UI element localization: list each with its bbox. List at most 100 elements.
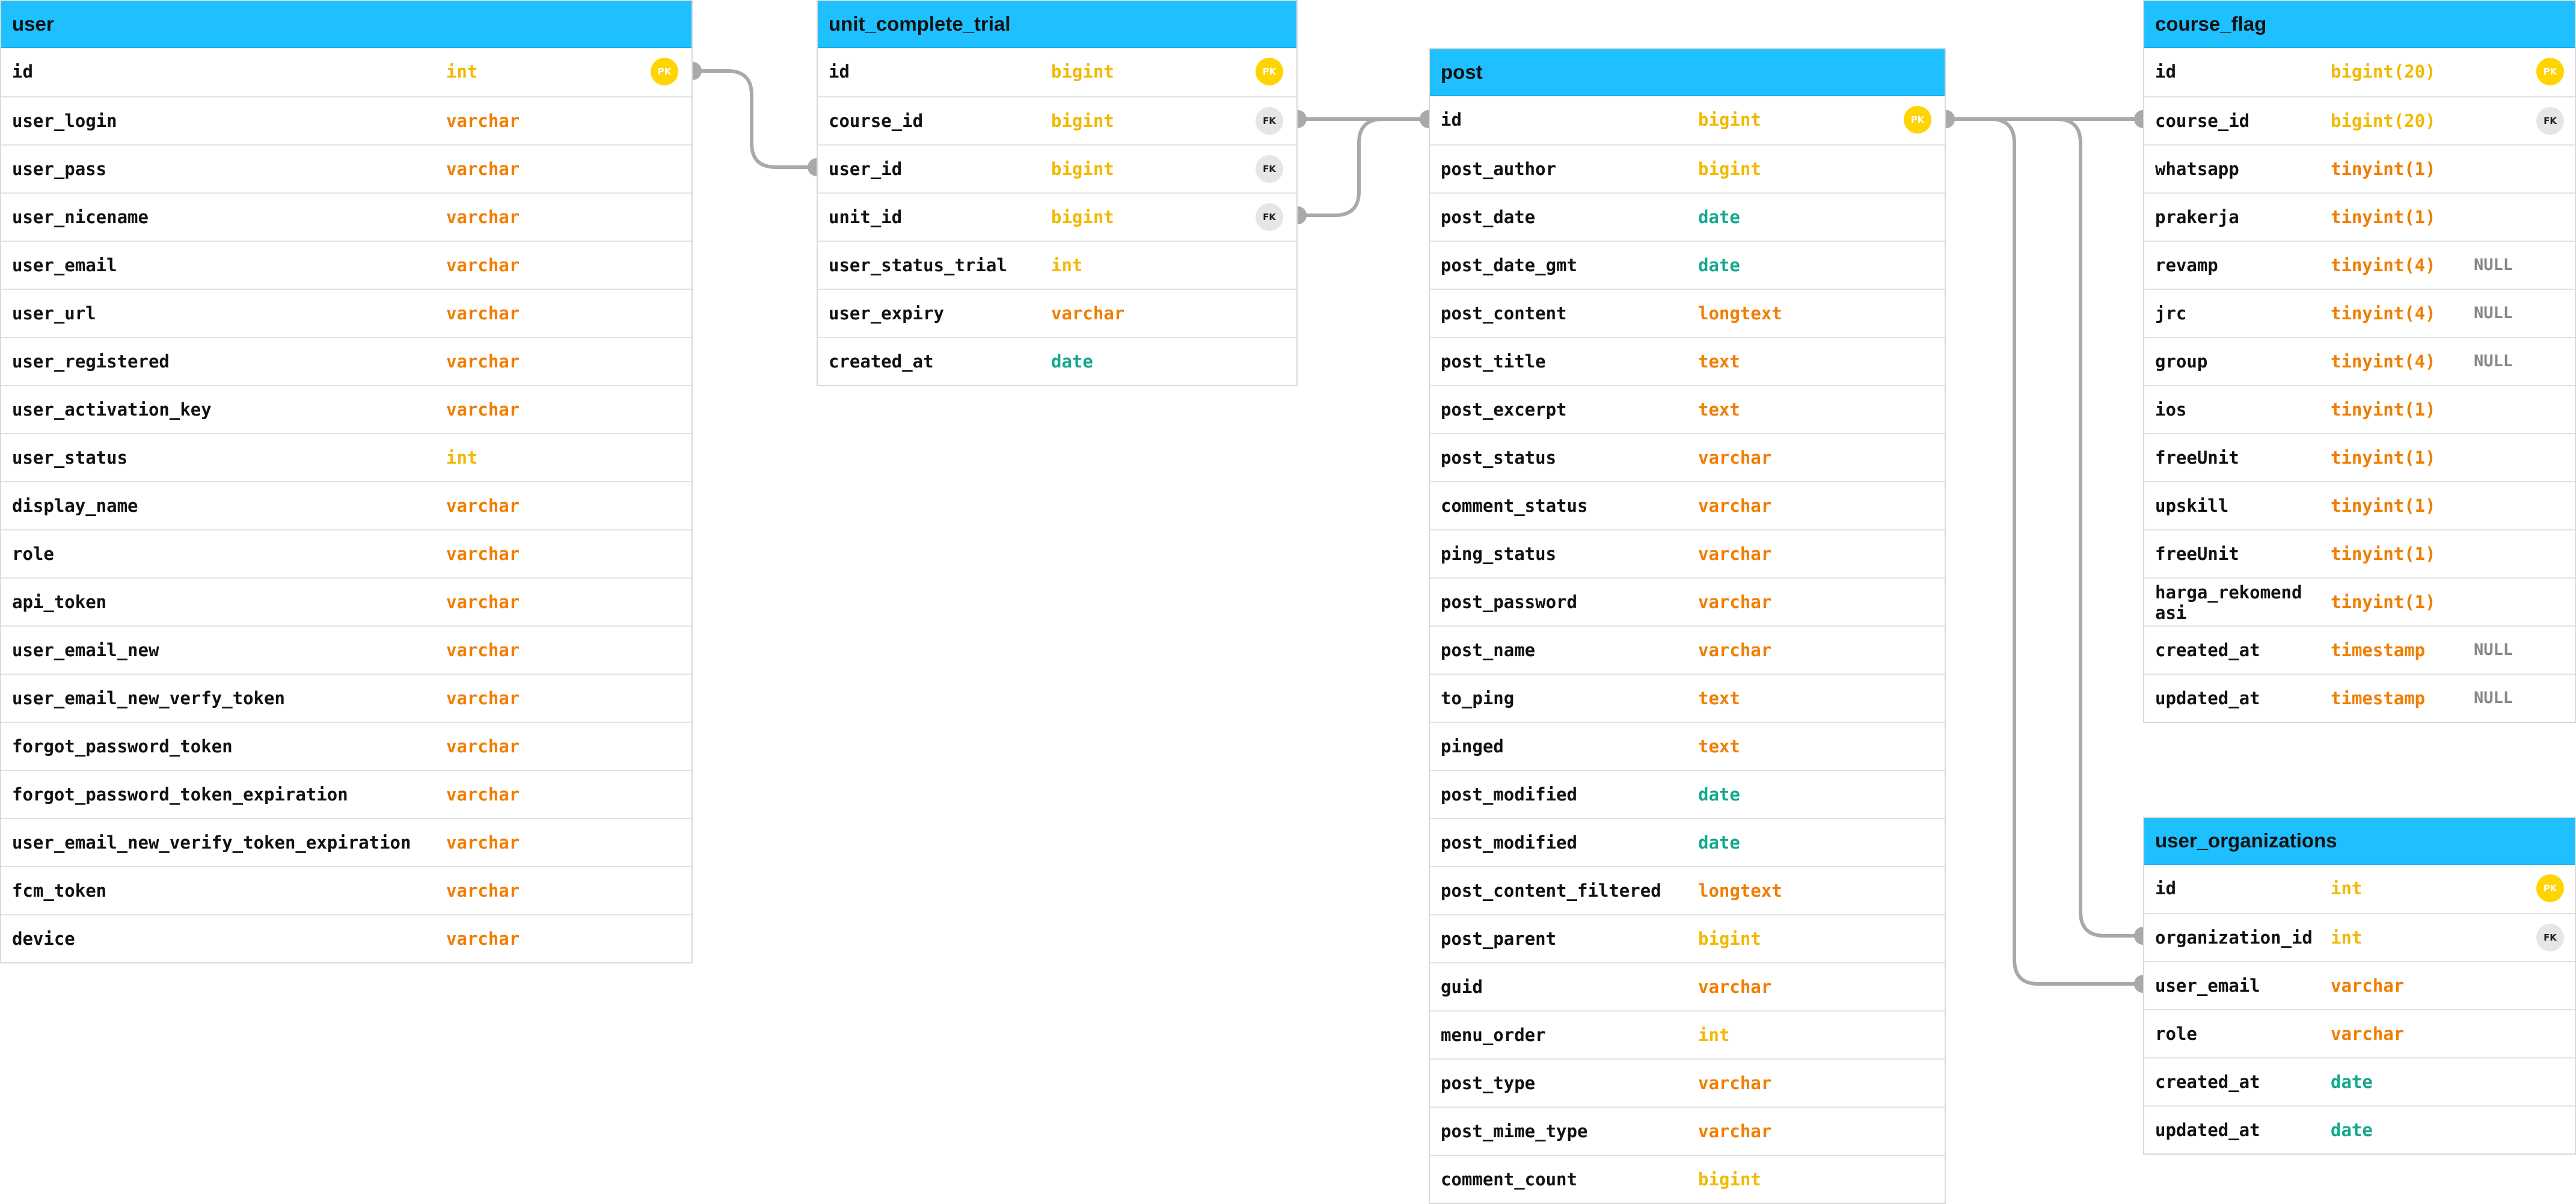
table-user-organizations[interactable]: user_organizations id int PK organization_id… <box>2143 817 2576 1155</box>
column-type: varchar <box>446 303 520 324</box>
table-title: unit_complete_trial <box>829 13 1011 35</box>
relationship-line[interactable] <box>1946 117 2143 986</box>
column-row[interactable]: user_pass varchar <box>1 144 692 192</box>
column-row[interactable]: api_token varchar <box>1 577 692 625</box>
relationship-line[interactable] <box>1298 117 1429 217</box>
column-row[interactable]: user_activation_key varchar <box>1 385 692 433</box>
column-row[interactable]: post_author bigint <box>1430 144 1945 192</box>
column-row[interactable]: post_date_gmt date <box>1430 241 1945 289</box>
column-row[interactable]: id bigint PK <box>818 48 1296 96</box>
column-row[interactable]: user_status_trial int <box>818 241 1296 289</box>
column-row[interactable]: user_url varchar <box>1 289 692 337</box>
column-row[interactable]: role varchar <box>2144 1009 2575 1057</box>
column-row[interactable]: comment_status varchar <box>1430 481 1945 529</box>
column-row[interactable]: post_name varchar <box>1430 625 1945 674</box>
column-row[interactable]: created_at timestamp NULL <box>2144 625 2575 674</box>
column-row[interactable]: course_id bigint(20) FK <box>2144 96 2575 144</box>
column-row[interactable]: course_id bigint FK <box>818 96 1296 144</box>
table-header[interactable]: unit_complete_trial <box>818 1 1296 48</box>
column-row[interactable]: revamp tinyint(4) NULL <box>2144 241 2575 289</box>
column-row[interactable]: user_email_new_verify_token_expiration va… <box>1 818 692 866</box>
column-name: post_modified <box>1441 832 1577 853</box>
column-type: tinyint(1) <box>2331 447 2436 468</box>
table-user[interactable]: user id int PK user_login varchar user_pass var… <box>0 0 693 963</box>
column-row[interactable]: upskill tinyint(1) <box>2144 481 2575 529</box>
column-row[interactable]: comment_count bigint <box>1430 1155 1945 1203</box>
table-header[interactable]: post <box>1430 49 1945 96</box>
column-row[interactable]: user_status int <box>1 433 692 481</box>
relationship-line[interactable] <box>693 69 817 169</box>
column-row[interactable]: updated_at date <box>2144 1105 2575 1153</box>
column-row[interactable]: user_login varchar <box>1 96 692 144</box>
column-row[interactable]: created_at date <box>818 337 1296 385</box>
column-row[interactable]: user_email_new varchar <box>1 625 692 674</box>
column-row[interactable]: id bigint PK <box>1430 96 1945 144</box>
column-row[interactable]: unit_id bigint FK <box>818 192 1296 241</box>
column-name: forgot_password_token <box>12 736 233 757</box>
table-header[interactable]: user_organizations <box>2144 818 2575 865</box>
column-row[interactable]: freeUnit tinyint(1) <box>2144 433 2575 481</box>
column-type: varchar <box>446 832 520 853</box>
column-row[interactable]: harga_rekomendasi tinyint(1) <box>2144 577 2575 625</box>
column-row[interactable]: post_password varchar <box>1430 577 1945 625</box>
column-name: user_login <box>12 111 117 131</box>
column-row[interactable]: user_id bigint FK <box>818 144 1296 192</box>
column-row[interactable]: forgot_password_token varchar <box>1 722 692 770</box>
column-row[interactable]: user_email varchar <box>1 241 692 289</box>
column-default-null: NULL <box>2474 256 2513 274</box>
column-row[interactable]: ios tinyint(1) <box>2144 385 2575 433</box>
column-type: varchar <box>1698 977 1772 997</box>
column-name: pinged <box>1441 736 1504 757</box>
column-row[interactable]: post_excerpt text <box>1430 385 1945 433</box>
table-title: user_organizations <box>2155 829 2337 852</box>
column-row[interactable]: device varchar <box>1 914 692 962</box>
column-row[interactable]: fcm_token varchar <box>1 866 692 914</box>
column-row[interactable]: post_modified date <box>1430 770 1945 818</box>
column-type: tinyint(4) <box>2331 255 2436 275</box>
column-row[interactable]: post_type varchar <box>1430 1058 1945 1107</box>
table-post[interactable]: post id bigint PK post_author bigint post_date… <box>1429 48 1946 1204</box>
column-row[interactable]: user_email_new_verfy_token varchar <box>1 674 692 722</box>
column-type: varchar <box>1698 544 1772 564</box>
table-unit-complete-trial[interactable]: unit_complete_trial id bigint PK course_id bi… <box>817 0 1298 386</box>
column-row[interactable]: freeUnit tinyint(1) <box>2144 529 2575 577</box>
column-row[interactable]: menu_order int <box>1430 1010 1945 1058</box>
column-row[interactable]: organization_id int FK <box>2144 913 2575 961</box>
column-row[interactable]: guid varchar <box>1430 962 1945 1010</box>
column-row[interactable]: pinged text <box>1430 722 1945 770</box>
column-row[interactable]: post_content longtext <box>1430 289 1945 337</box>
column-row[interactable]: id int PK <box>2144 865 2575 913</box>
column-row[interactable]: post_title text <box>1430 337 1945 385</box>
column-row[interactable]: id int PK <box>1 48 692 96</box>
column-row[interactable]: forgot_password_token_expiration varchar <box>1 770 692 818</box>
column-row[interactable]: jrc tinyint(4) NULL <box>2144 289 2575 337</box>
column-row[interactable]: user_expiry varchar <box>818 289 1296 337</box>
column-row[interactable]: id bigint(20) PK <box>2144 48 2575 96</box>
column-row[interactable]: prakerja tinyint(1) <box>2144 192 2575 241</box>
table-course-flag[interactable]: course_flag id bigint(20) PK course_id bigint… <box>2143 0 2576 723</box>
table-header[interactable]: user <box>1 1 692 48</box>
column-row[interactable]: to_ping text <box>1430 674 1945 722</box>
column-row[interactable]: post_status varchar <box>1430 433 1945 481</box>
column-row[interactable]: user_email varchar <box>2144 961 2575 1009</box>
column-row[interactable]: display_name varchar <box>1 481 692 529</box>
column-row[interactable]: user_registered varchar <box>1 337 692 385</box>
column-row[interactable]: whatsapp tinyint(1) <box>2144 144 2575 192</box>
column-name: user_email <box>12 255 117 275</box>
table-body: id bigint PK post_author bigint post_date date… <box>1430 96 1945 1203</box>
relationship-line[interactable] <box>1946 117 2143 938</box>
column-row[interactable]: ping_status varchar <box>1430 529 1945 577</box>
column-type: bigint <box>1698 159 1761 179</box>
table-header[interactable]: course_flag <box>2144 1 2575 48</box>
column-row[interactable]: post_mime_type varchar <box>1430 1107 1945 1155</box>
column-row[interactable]: post_parent bigint <box>1430 914 1945 962</box>
column-row[interactable]: updated_at timestamp NULL <box>2144 674 2575 722</box>
column-row[interactable]: group tinyint(4) NULL <box>2144 337 2575 385</box>
column-row[interactable]: post_date date <box>1430 192 1945 241</box>
column-row[interactable]: role varchar <box>1 529 692 577</box>
column-row[interactable]: user_nicename varchar <box>1 192 692 241</box>
column-row[interactable]: post_content_filtered longtext <box>1430 866 1945 914</box>
column-row[interactable]: created_at date <box>2144 1057 2575 1105</box>
column-row[interactable]: post_modified date <box>1430 818 1945 866</box>
column-name: post_excerpt <box>1441 399 1567 420</box>
